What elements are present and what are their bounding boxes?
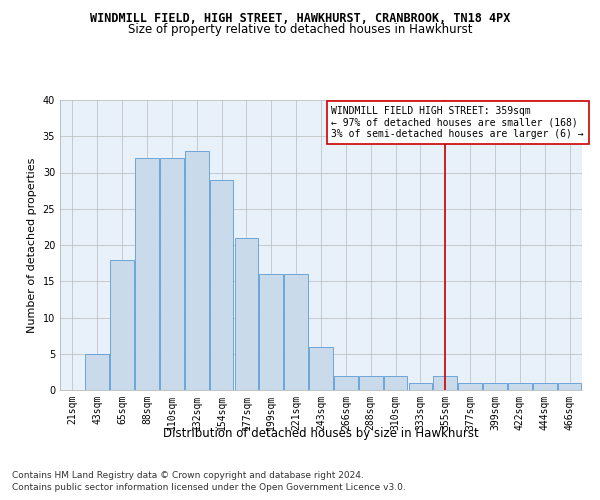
Text: Contains HM Land Registry data © Crown copyright and database right 2024.: Contains HM Land Registry data © Crown c… xyxy=(12,471,364,480)
Bar xyxy=(558,383,581,390)
Bar xyxy=(235,238,258,390)
Bar xyxy=(359,376,383,390)
Text: Size of property relative to detached houses in Hawkhurst: Size of property relative to detached ho… xyxy=(128,22,472,36)
Text: Distribution of detached houses by size in Hawkhurst: Distribution of detached houses by size … xyxy=(163,428,479,440)
Bar xyxy=(508,383,532,390)
Bar xyxy=(433,376,457,390)
Bar xyxy=(85,354,109,390)
Bar xyxy=(483,383,507,390)
Text: Contains public sector information licensed under the Open Government Licence v3: Contains public sector information licen… xyxy=(12,484,406,492)
Bar xyxy=(533,383,557,390)
Bar xyxy=(458,383,482,390)
Y-axis label: Number of detached properties: Number of detached properties xyxy=(27,158,37,332)
Bar xyxy=(334,376,358,390)
Bar xyxy=(135,158,159,390)
Bar xyxy=(284,274,308,390)
Bar xyxy=(210,180,233,390)
Bar xyxy=(384,376,407,390)
Bar xyxy=(110,260,134,390)
Bar xyxy=(309,346,333,390)
Text: WINDMILL FIELD HIGH STREET: 359sqm
← 97% of detached houses are smaller (168)
3%: WINDMILL FIELD HIGH STREET: 359sqm ← 97%… xyxy=(331,106,584,139)
Text: WINDMILL FIELD, HIGH STREET, HAWKHURST, CRANBROOK, TN18 4PX: WINDMILL FIELD, HIGH STREET, HAWKHURST, … xyxy=(90,12,510,26)
Bar xyxy=(160,158,184,390)
Bar xyxy=(409,383,432,390)
Bar xyxy=(259,274,283,390)
Bar xyxy=(185,151,209,390)
